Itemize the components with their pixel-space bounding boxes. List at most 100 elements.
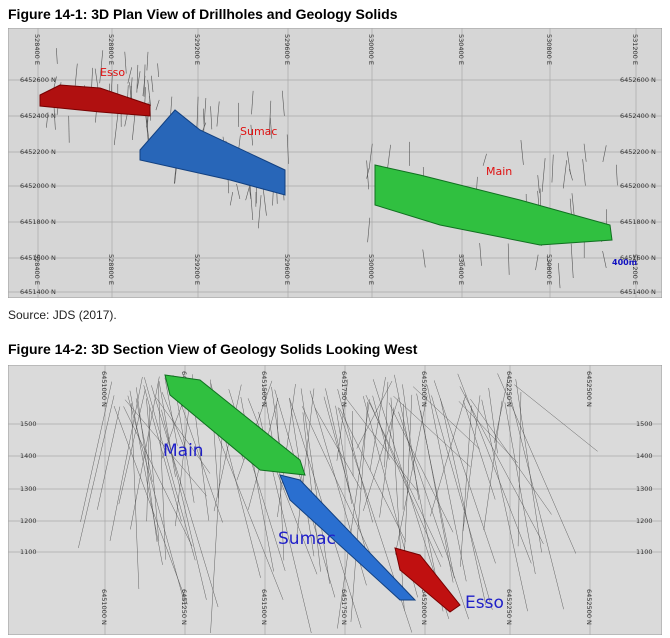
drillhole bbox=[146, 406, 151, 522]
drillhole bbox=[53, 76, 57, 89]
drillhole bbox=[123, 406, 193, 547]
drillhole bbox=[251, 90, 254, 115]
drillhole bbox=[296, 388, 315, 539]
drillhole bbox=[481, 399, 528, 612]
drillhole bbox=[113, 405, 188, 605]
drillhole bbox=[367, 217, 371, 243]
elevation-label: 1100 bbox=[636, 548, 653, 556]
drillhole bbox=[250, 124, 253, 146]
drillhole bbox=[249, 185, 254, 221]
drillhole bbox=[146, 398, 160, 541]
figure-caption: Figure 14-1: 3D Plan View of Drillholes … bbox=[8, 6, 398, 22]
drillhole bbox=[174, 386, 223, 523]
drillhole bbox=[74, 63, 78, 88]
easting-label: 530400 E bbox=[457, 254, 465, 285]
drillhole bbox=[602, 251, 607, 269]
source-note: Source: JDS (2017). bbox=[8, 308, 117, 322]
sumac-solid bbox=[139, 109, 286, 196]
drillhole bbox=[379, 407, 395, 518]
drillhole bbox=[494, 375, 509, 443]
drillhole bbox=[350, 401, 368, 622]
drillhole bbox=[124, 399, 207, 497]
northing-label: 6452000 N bbox=[420, 371, 428, 407]
drillhole bbox=[369, 402, 442, 567]
drillhole bbox=[276, 403, 285, 561]
drillhole bbox=[384, 381, 389, 468]
plan-view-figure: 528400 E 528400 E 528800 E 528800 E 529200 E… bbox=[8, 28, 662, 298]
easting-label: 528800 E bbox=[107, 34, 115, 65]
drillhole bbox=[118, 389, 146, 505]
drillhole bbox=[229, 191, 234, 206]
scale-label: 400m bbox=[612, 258, 637, 267]
drillhole bbox=[558, 263, 561, 289]
main-solid bbox=[374, 164, 613, 246]
drillhole bbox=[551, 154, 554, 183]
drillhole bbox=[99, 50, 104, 84]
drillhole bbox=[562, 160, 568, 189]
solid-label: Sumac bbox=[278, 529, 336, 549]
solid-label: Esso bbox=[100, 66, 125, 79]
drillhole bbox=[541, 158, 546, 192]
drillhole bbox=[157, 381, 166, 560]
drillhole bbox=[157, 63, 159, 78]
drillhole bbox=[431, 395, 493, 610]
drillhole bbox=[372, 395, 390, 460]
drillhole bbox=[582, 159, 586, 186]
drillhole bbox=[151, 385, 219, 608]
drillhole bbox=[535, 254, 539, 271]
drillhole bbox=[517, 392, 522, 547]
esso-solid bbox=[394, 547, 461, 613]
northing-label: 6452000 N bbox=[620, 182, 656, 190]
drillhole bbox=[457, 373, 532, 564]
northing-label: 6451500 N bbox=[260, 589, 268, 625]
drillhole bbox=[78, 395, 115, 549]
drillhole bbox=[427, 385, 467, 582]
drillhole bbox=[458, 401, 518, 464]
drillhole bbox=[257, 195, 262, 229]
drillhole bbox=[515, 379, 542, 553]
drillhole bbox=[68, 115, 70, 143]
northing-label: 6451800 N bbox=[20, 218, 56, 226]
drillhole bbox=[109, 376, 143, 541]
drillhole bbox=[335, 405, 352, 504]
drillhole bbox=[286, 134, 289, 164]
drillhole bbox=[537, 175, 540, 194]
drillhole bbox=[393, 395, 471, 467]
drillhole bbox=[398, 411, 469, 620]
drillhole bbox=[470, 398, 552, 515]
northing-label: 6451750 N bbox=[340, 589, 348, 625]
easting-label: 529600 E bbox=[283, 254, 291, 285]
northing-label: 6452250 N bbox=[505, 589, 513, 625]
northing-label: 6451800 N bbox=[620, 218, 656, 226]
drillhole bbox=[300, 388, 330, 584]
drillhole bbox=[113, 112, 119, 146]
drillhole bbox=[546, 255, 551, 271]
drillhole bbox=[416, 393, 455, 579]
drillhole bbox=[583, 143, 587, 162]
drillhole bbox=[420, 410, 454, 583]
northing-label: 6452000 N bbox=[420, 589, 428, 625]
easting-label: 530800 E bbox=[545, 254, 553, 285]
drillhole bbox=[346, 398, 419, 492]
easting-label: 531200 E bbox=[631, 254, 639, 285]
easting-label: 529600 E bbox=[283, 34, 291, 65]
drillhole bbox=[602, 145, 607, 162]
drillhole bbox=[440, 398, 487, 606]
easting-label: 530000 E bbox=[367, 34, 375, 65]
easting-label: 529200 E bbox=[193, 34, 201, 65]
northing-label: 6452500 N bbox=[585, 371, 593, 407]
drillhole bbox=[366, 168, 370, 179]
drillhole bbox=[216, 101, 220, 127]
drillhole bbox=[507, 243, 510, 275]
drillhole bbox=[388, 402, 454, 533]
easting-label: 530400 E bbox=[457, 34, 465, 65]
northing-label: 6451600 N bbox=[620, 254, 656, 262]
drillhole bbox=[144, 377, 196, 561]
drillhole bbox=[488, 387, 498, 454]
drillhole bbox=[135, 398, 153, 482]
drillhole bbox=[80, 381, 113, 522]
drillhole bbox=[155, 99, 160, 111]
drillhole bbox=[511, 399, 564, 610]
easting-label: 530000 E bbox=[367, 254, 375, 285]
northing-label: 6452400 N bbox=[620, 112, 656, 120]
